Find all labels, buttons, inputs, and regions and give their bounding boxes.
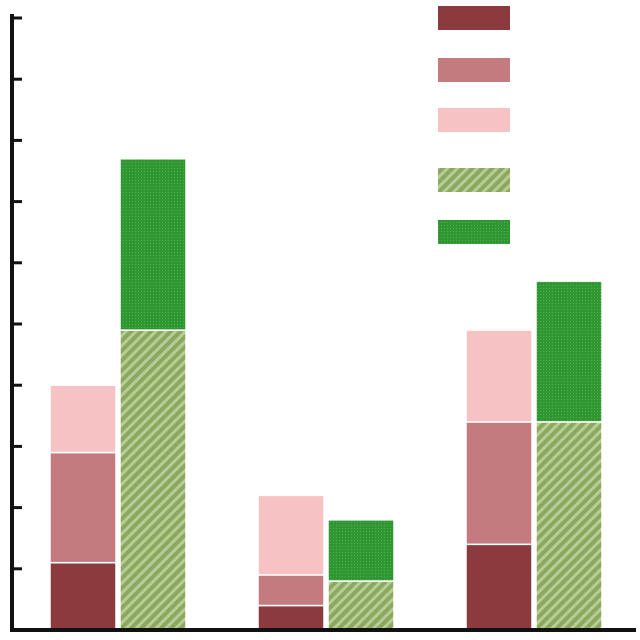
bar-segment-g1-s1-1: [49, 561, 117, 631]
bar-segment-g1-s1-2: [49, 451, 117, 564]
bar-segment-g3-s2-1: [535, 421, 603, 631]
legend-swatch-1: [438, 6, 510, 30]
legend-swatch-5: [438, 220, 510, 244]
bar-segment-g3-s2-2: [535, 280, 603, 423]
bar-segment-g2-s1-2: [257, 574, 325, 607]
bars-layer: [49, 158, 603, 631]
bar-segment-g2-s2-1: [327, 580, 395, 631]
bar-segment-g2-s1-3: [257, 494, 325, 576]
bar-segment-g3-s1-1: [465, 543, 533, 631]
bar-segment-g1-s2-1: [119, 329, 187, 631]
bar-segment-g1-s1-3: [49, 384, 117, 454]
bar-segment-g1-s2-2: [119, 158, 187, 331]
bar-segment-g2-s2-2: [327, 519, 395, 582]
legend: [438, 6, 510, 244]
bar-segment-g3-s1-2: [465, 421, 533, 546]
legend-swatch-3: [438, 108, 510, 132]
bar-segment-g2-s1-1: [257, 604, 325, 631]
legend-swatch-2: [438, 58, 510, 82]
bar-segment-g3-s1-3: [465, 329, 533, 423]
legend-swatch-4: [438, 168, 510, 192]
axes-layer: [10, 14, 636, 632]
